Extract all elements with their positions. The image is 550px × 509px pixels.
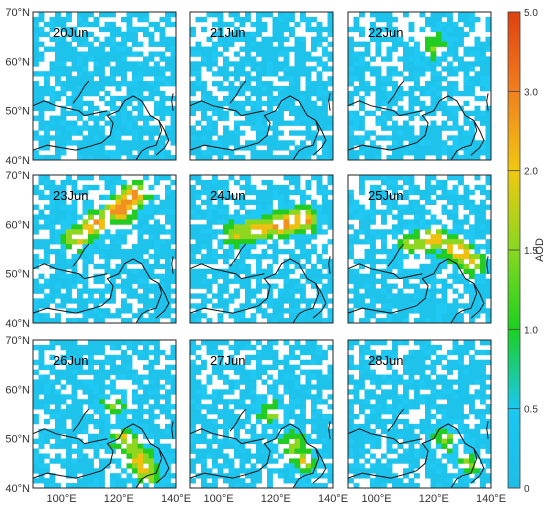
lat-tick-label: 70°N: [5, 7, 30, 19]
lat-tick-label: 60°N: [5, 219, 30, 231]
map-panel-26Jun: 26Jun: [32, 339, 177, 489]
lat-tick-label: 40°N: [5, 483, 30, 495]
colorbar-segment: [508, 91, 520, 171]
lat-tick-label: 70°N: [5, 170, 30, 182]
colorbar-tick-label: 1.0: [524, 325, 538, 336]
map-panels: 20Jun 21Jun 22Jun 23Jun 24Jun 25Jun 26Jun 27Jun…: [32, 11, 492, 489]
panel-date-label: 24Jun: [210, 188, 245, 203]
colorbar-segment: [508, 408, 520, 488]
colorbar-segment: [508, 12, 520, 92]
colorbar-tick-label: 3.0: [524, 87, 538, 98]
map-panel-28Jun: 28Jun: [347, 339, 492, 489]
lat-tick-label: 60°N: [5, 56, 30, 68]
panel-date-label: 25Jun: [368, 188, 403, 203]
lon-tick-label: 140°E: [161, 493, 191, 505]
panel-date-label: 21Jun: [210, 25, 245, 40]
colorbar-tick-label: 2.0: [524, 167, 538, 178]
lon-tick-label: 120°E: [104, 493, 134, 505]
panel-date-label: 23Jun: [53, 188, 88, 203]
colorbar-tick-label: 1.5: [524, 246, 538, 257]
colorbar-title: AOD: [534, 238, 546, 262]
panel-date-label: 28Jun: [368, 353, 403, 368]
map-panel-20Jun: 20Jun: [32, 11, 177, 161]
map-panel-25Jun: 25Jun: [347, 174, 492, 324]
lat-tick-label: 60°N: [5, 384, 30, 396]
colorbar-tick-label: 0.5: [524, 405, 538, 416]
lon-tick-label: 100°E: [47, 493, 77, 505]
lat-tick-label: 70°N: [5, 335, 30, 347]
panel-date-label: 27Jun: [210, 353, 245, 368]
panel-date-label: 26Jun: [53, 353, 88, 368]
lat-tick-label: 50°N: [5, 106, 30, 118]
lon-tick-label: 100°E: [362, 493, 392, 505]
map-panel-24Jun: 24Jun: [189, 174, 334, 324]
map-panel-22Jun: 22Jun: [347, 11, 492, 161]
lon-tick-label: 120°E: [261, 493, 291, 505]
colorbar-tick-label: 5.0: [524, 8, 538, 19]
lat-tick-label: 50°N: [5, 434, 30, 446]
map-panel-27Jun: 27Jun: [189, 339, 334, 489]
panel-date-label: 20Jun: [53, 25, 88, 40]
lon-tick-label: 100°E: [204, 493, 234, 505]
colorbar: 0 0.5 1.0 1.5 2.0 3.0 5.0 AOD: [507, 8, 546, 495]
lat-tick-label: 50°N: [5, 269, 30, 281]
axis-ticks: 40°N 50°N 60°N 70°N 40°N 50°N 60°N 70°N 40°N 50°N…: [5, 7, 506, 505]
lon-tick-label: 140°E: [318, 493, 348, 505]
lat-tick-label: 40°N: [5, 155, 30, 167]
lon-tick-label: 140°E: [476, 493, 506, 505]
colorbar-segment: [508, 170, 520, 250]
lon-tick-label: 120°E: [419, 493, 449, 505]
panel-date-label: 22Jun: [368, 25, 403, 40]
colorbar-segment: [508, 329, 520, 409]
lat-tick-label: 40°N: [5, 318, 30, 330]
colorbar-tick-label: 0: [524, 484, 530, 495]
map-panel-21Jun: 21Jun: [189, 11, 334, 161]
colorbar-segment: [508, 250, 520, 330]
map-panel-23Jun: 23Jun: [32, 174, 177, 324]
